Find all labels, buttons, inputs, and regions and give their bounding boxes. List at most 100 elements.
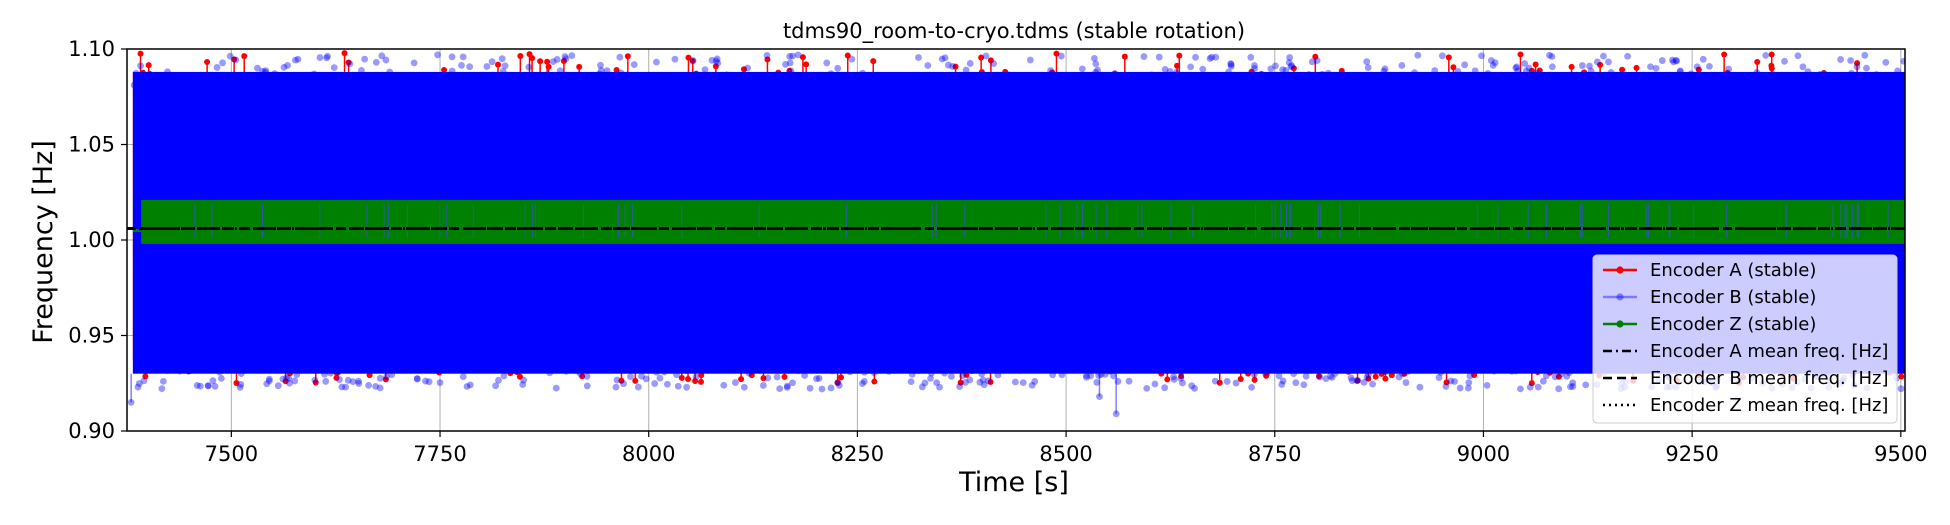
encoder-b-point bbox=[1565, 369, 1573, 377]
encoder-b-point bbox=[1161, 384, 1169, 392]
encoder-b-point bbox=[1749, 80, 1756, 87]
encoder-b-point bbox=[144, 73, 152, 81]
encoder-b-point bbox=[1605, 77, 1613, 85]
encoder-b-point bbox=[1126, 364, 1133, 372]
encoder-b-point bbox=[355, 377, 362, 385]
legend-box bbox=[1592, 254, 1898, 424]
encoder-a-point bbox=[685, 376, 692, 383]
encoder-a-point bbox=[282, 378, 289, 385]
encoder-b-point bbox=[1057, 52, 1065, 60]
encoder-b-point bbox=[1769, 70, 1777, 78]
encoder-b-point bbox=[764, 374, 772, 382]
encoder-a-point bbox=[1854, 60, 1861, 67]
encoder-b-point bbox=[1470, 366, 1478, 374]
encoder-b-point bbox=[692, 373, 700, 381]
encoder-b-point bbox=[1353, 377, 1361, 385]
encoder-b-point bbox=[1125, 76, 1133, 83]
encoder-b-point bbox=[135, 380, 143, 387]
encoder-a-point bbox=[545, 63, 552, 70]
encoder-b-point bbox=[653, 58, 660, 66]
encoder-b-point bbox=[1670, 58, 1677, 66]
encoder-b-point bbox=[1112, 410, 1120, 418]
encoder-b-point bbox=[1101, 370, 1109, 378]
encoder-a-point bbox=[544, 58, 551, 65]
encoder-b-point bbox=[1546, 51, 1553, 59]
encoder-b-point bbox=[1587, 67, 1595, 75]
encoder-b-point bbox=[446, 71, 454, 79]
encoder-b-point bbox=[379, 366, 387, 374]
encoder-b-point bbox=[265, 375, 273, 383]
encoder-b-point bbox=[310, 70, 318, 78]
encoder-a-point bbox=[685, 54, 692, 61]
encoder-b-point bbox=[1446, 78, 1454, 86]
x-tick-label: 7750 bbox=[413, 442, 466, 466]
encoder-b-point bbox=[834, 379, 842, 387]
encoder-b-point bbox=[1637, 82, 1645, 90]
encoder-a-point bbox=[1121, 53, 1128, 60]
encoder-a-point bbox=[618, 377, 625, 384]
encoder-b-point bbox=[1537, 83, 1544, 91]
encoder-b-point bbox=[1607, 69, 1615, 76]
encoder-b-point bbox=[265, 377, 273, 385]
encoder-b-point bbox=[616, 53, 624, 61]
encoder-a-point bbox=[871, 378, 878, 385]
encoder-b-point bbox=[1569, 383, 1577, 390]
encoder-b-point bbox=[317, 366, 325, 374]
encoder-b-point bbox=[899, 78, 907, 86]
encoder-z-band bbox=[141, 199, 1905, 244]
encoder-a-point bbox=[1372, 373, 1379, 380]
encoder-b-point bbox=[583, 372, 591, 380]
encoder-b-point bbox=[1191, 385, 1198, 392]
encoder-b-point bbox=[1456, 384, 1464, 392]
encoder-b-point bbox=[1206, 55, 1214, 62]
encoder-a-point bbox=[231, 56, 238, 63]
encoder-b-point bbox=[1491, 59, 1499, 67]
encoder-b-point bbox=[1373, 363, 1380, 371]
encoder-b-point bbox=[520, 376, 528, 384]
encoder-a-point bbox=[576, 63, 583, 70]
encoder-b-point bbox=[326, 76, 334, 84]
encoder-b-point bbox=[193, 382, 201, 389]
encoder-b-point bbox=[1363, 373, 1371, 381]
encoder-b-point bbox=[1107, 79, 1115, 87]
encoder-b-point bbox=[459, 53, 467, 61]
encoder-b-point bbox=[413, 375, 421, 383]
encoder-b-point bbox=[279, 375, 287, 383]
encoder-a-point bbox=[957, 379, 964, 386]
legend-label: Encoder Z (stable) bbox=[1650, 314, 1816, 335]
encoder-a-point bbox=[870, 58, 877, 65]
encoder-a-point bbox=[441, 66, 448, 73]
encoder-b-point bbox=[1411, 69, 1418, 77]
encoder-b-point bbox=[962, 378, 969, 386]
encoder-a-point bbox=[1315, 373, 1322, 380]
encoder-b-point bbox=[365, 381, 372, 389]
encoder-b-point bbox=[1490, 367, 1498, 375]
encoder-b-point bbox=[280, 362, 287, 370]
encoder-b-point bbox=[369, 75, 377, 83]
encoder-b-point bbox=[1094, 66, 1101, 74]
encoder-b-point bbox=[171, 366, 179, 374]
encoder-b-point bbox=[949, 63, 956, 70]
encoder-b-point bbox=[990, 60, 998, 67]
encoder-b-point bbox=[293, 371, 301, 378]
encoder-b-point bbox=[1542, 372, 1550, 380]
encoder-b-point bbox=[759, 382, 767, 389]
encoder-b-point bbox=[1318, 70, 1326, 78]
encoder-b-point bbox=[1582, 381, 1590, 389]
encoder-b-point bbox=[1134, 364, 1141, 372]
encoder-b-point bbox=[890, 364, 898, 371]
encoder-b-point bbox=[1011, 378, 1019, 386]
encoder-b-point bbox=[1526, 383, 1534, 391]
plot-area: 7500 7750 8000 8250 8500 8750 9000 9250 9500 0.90… bbox=[68, 37, 1927, 466]
encoder-b-point bbox=[233, 76, 241, 84]
encoder-b-point bbox=[344, 376, 352, 384]
encoder-b-point bbox=[948, 372, 955, 380]
encoder-b-point bbox=[1098, 83, 1105, 90]
encoder-b-point bbox=[292, 75, 300, 82]
encoder-b-point bbox=[140, 377, 148, 385]
encoder-b-point bbox=[1143, 384, 1151, 392]
encoder-b-point bbox=[1275, 372, 1283, 380]
encoder-b-point bbox=[313, 73, 320, 80]
encoder-b-point bbox=[1431, 67, 1439, 74]
y-axis-title: Frequency [Hz] bbox=[28, 140, 59, 344]
